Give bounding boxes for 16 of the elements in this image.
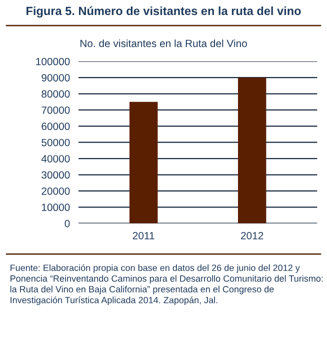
y-tick-label: 100000 — [36, 58, 70, 66]
x-tick-label: 2011 — [132, 232, 154, 240]
y-tick-label: 70000 — [42, 106, 70, 114]
y-tick-label: 80000 — [42, 90, 70, 98]
chart-subtitle: No. de visitantes en la Ruta del Vino — [80, 39, 247, 48]
y-tick-label: 60000 — [42, 122, 70, 130]
source-note: Fuente: Elaboración propia con base en datos del 26 de junio del 2012 y Ponencia “Reinventando Caminos para el Desarrollo Comunitario del Turismo: la Ruta del Vino en Baja California” presentada en el Congreso de Investigación Turística Aplicada 2014. Zapopán, Jal. — [10, 264, 323, 306]
y-tick-label: 40000 — [41, 155, 70, 162]
y-tick-label: 20000 — [42, 187, 70, 195]
y-tick-label: 90000 — [42, 74, 70, 82]
y-tick-label: 30000 — [42, 171, 70, 179]
chart-title: Figura 5. Número de visitantes en la ruta del vino — [26, 6, 301, 18]
y-tick-label: 0 — [64, 220, 70, 228]
x-tick-label: 2012 — [241, 232, 264, 240]
y-tick-label: 10000 — [42, 204, 70, 212]
y-tick-label: 50000 — [42, 138, 70, 146]
